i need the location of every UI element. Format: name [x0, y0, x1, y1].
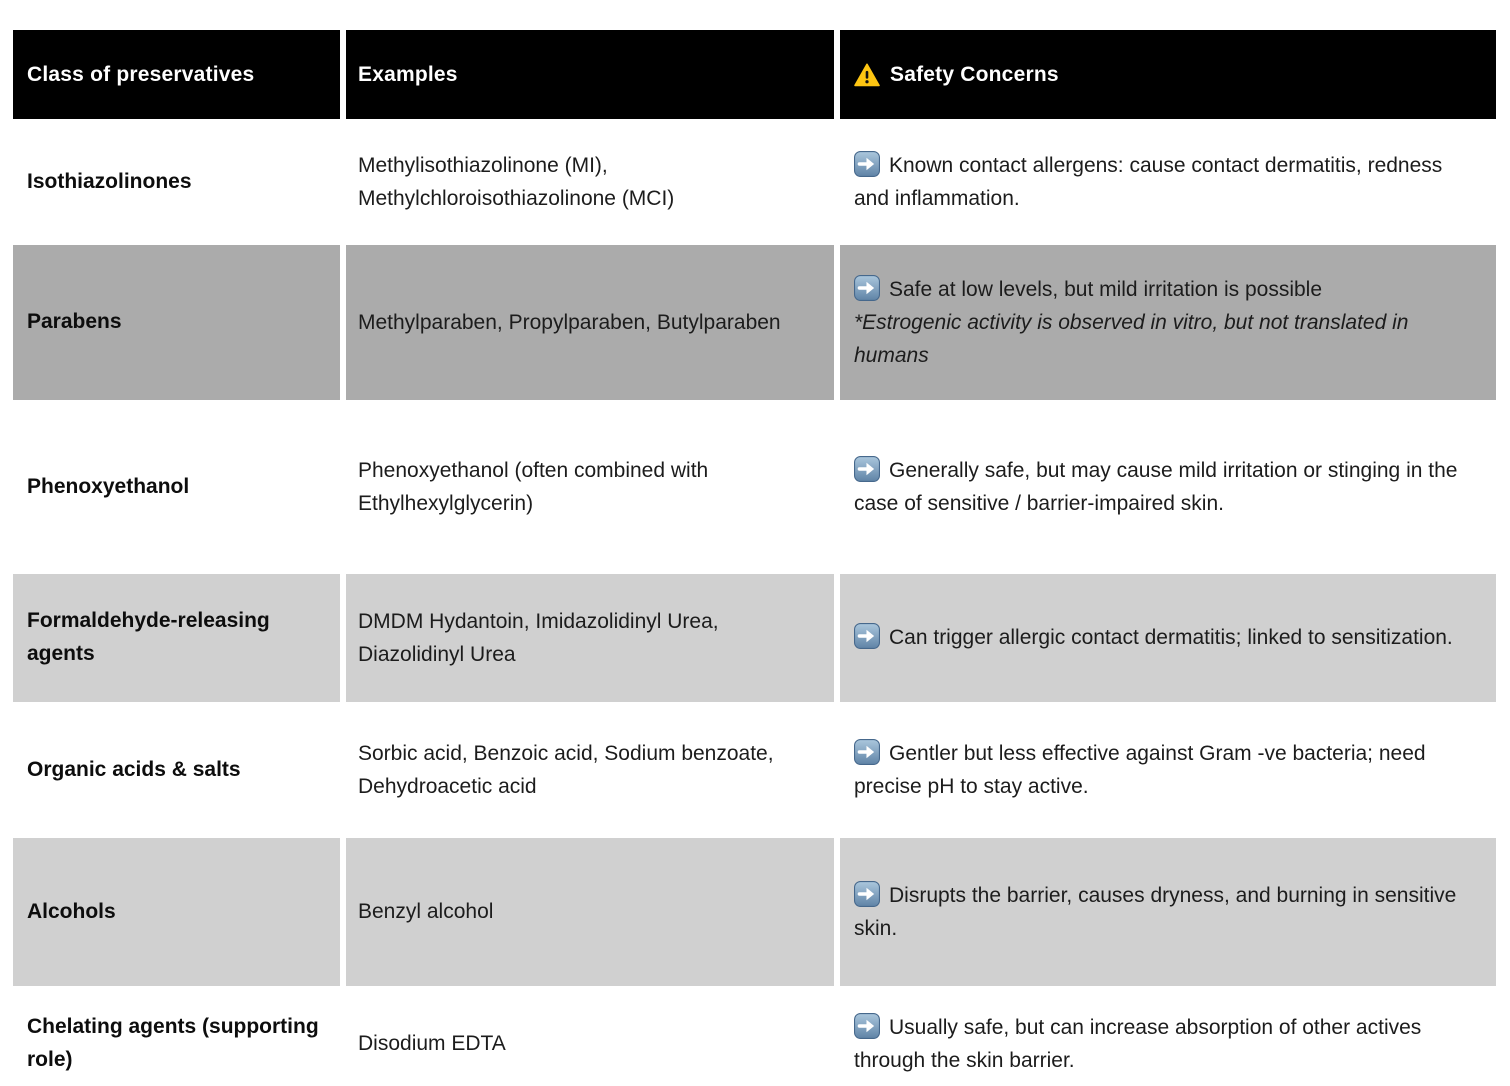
safety-cell-parabens: Safe at low levels, but mild irritation … [840, 245, 1496, 400]
blue-right-arrow-icon [854, 150, 880, 177]
blue-right-arrow-icon [854, 880, 880, 907]
safety-cell-phenoxyethanol: Generally safe, but may cause mild irrit… [840, 403, 1496, 571]
preservatives-table: Class of preservatives Examples Safety C… [13, 30, 1496, 1086]
safety-cell-organic-acids: Gentler but less effective against Gram … [840, 705, 1496, 835]
class-cell-phenoxyethanol: Phenoxyethanol [13, 403, 340, 571]
examples-cell-parabens: Methylparaben, Propylparaben, Butylparab… [346, 245, 834, 400]
blue-right-arrow-icon [854, 455, 880, 482]
examples-cell-isothiazolinones: Methylisothiazolinone (MI), Methylchloro… [346, 122, 834, 242]
class-cell-parabens: Parabens [13, 245, 340, 400]
blue-right-arrow-icon [854, 274, 880, 301]
safety-text: Safe at low levels, but mild irritation … [889, 277, 1323, 301]
examples-text: Benzyl alcohol [358, 900, 494, 924]
examples-text: Phenoxyethanol (often combined with Ethy… [358, 458, 709, 515]
examples-cell-phenoxyethanol: Phenoxyethanol (often combined with Ethy… [346, 403, 834, 571]
class-label: Formaldehyde-releasing agents [27, 609, 270, 665]
safety-text: Gentler but less effective against Gram … [854, 741, 1426, 798]
examples-cell-chelating-agents: Disodium EDTA [346, 989, 834, 1086]
warning-triangle-icon [854, 63, 880, 87]
safety-text: Disrupts the barrier, causes dryness, an… [854, 883, 1457, 940]
blue-right-arrow-icon [854, 623, 880, 650]
safety-text: Known contact allergens: cause contact d… [854, 153, 1443, 210]
class-label: Phenoxyethanol [27, 474, 190, 498]
examples-text: Disodium EDTA [358, 1032, 506, 1056]
safety-text: Can trigger allergic contact dermatitis;… [889, 626, 1453, 650]
examples-cell-alcohols: Benzyl alcohol [346, 838, 834, 986]
examples-cell-organic-acids: Sorbic acid, Benzoic acid, Sodium benzoa… [346, 705, 834, 835]
examples-text: Methylisothiazolinone (MI), Methylchloro… [358, 153, 675, 210]
header-label-safety: Safety Concerns [890, 62, 1059, 86]
safety-cell-alcohols: Disrupts the barrier, causes dryness, an… [840, 838, 1496, 986]
safety-footnote: *Estrogenic activity is observed in vitr… [854, 310, 1409, 368]
class-cell-organic-acids: Organic acids & salts [13, 705, 340, 835]
examples-text: Methylparaben, Propylparaben, Butylparab… [358, 310, 781, 334]
header-cell-examples: Examples [346, 30, 834, 119]
examples-cell-formaldehyde-releasers: DMDM Hydantoin, Imidazolidinyl Urea, Dia… [346, 574, 834, 702]
safety-text: Generally safe, but may cause mild irrit… [854, 458, 1458, 515]
class-label: Organic acids & salts [27, 757, 241, 781]
blue-right-arrow-icon [854, 738, 880, 765]
header-cell-class: Class of preservatives [13, 30, 340, 119]
examples-text: DMDM Hydantoin, Imidazolidinyl Urea, Dia… [358, 609, 719, 666]
safety-cell-isothiazolinones: Known contact allergens: cause contact d… [840, 122, 1496, 242]
class-cell-isothiazolinones: Isothiazolinones [13, 122, 340, 242]
safety-text: Usually safe, but can increase absorptio… [854, 1015, 1422, 1072]
class-cell-alcohols: Alcohols [13, 838, 340, 986]
class-label: Chelating agents (supporting role) [27, 1015, 319, 1071]
examples-text: Sorbic acid, Benzoic acid, Sodium benzoa… [358, 741, 774, 798]
class-cell-chelating-agents: Chelating agents (supporting role) [13, 989, 340, 1086]
header-label-class: Class of preservatives [27, 62, 255, 86]
class-label: Alcohols [27, 899, 116, 923]
blue-right-arrow-icon [854, 1012, 880, 1039]
safety-cell-chelating-agents: Usually safe, but can increase absorptio… [840, 989, 1496, 1086]
safety-cell-formaldehyde-releasers: Can trigger allergic contact dermatitis;… [840, 574, 1496, 702]
header-label-examples: Examples [358, 62, 458, 86]
header-cell-safety: Safety Concerns [840, 30, 1496, 119]
class-label: Parabens [27, 310, 122, 334]
class-label: Isothiazolinones [27, 169, 192, 193]
class-cell-formaldehyde-releasers: Formaldehyde-releasing agents [13, 574, 340, 702]
